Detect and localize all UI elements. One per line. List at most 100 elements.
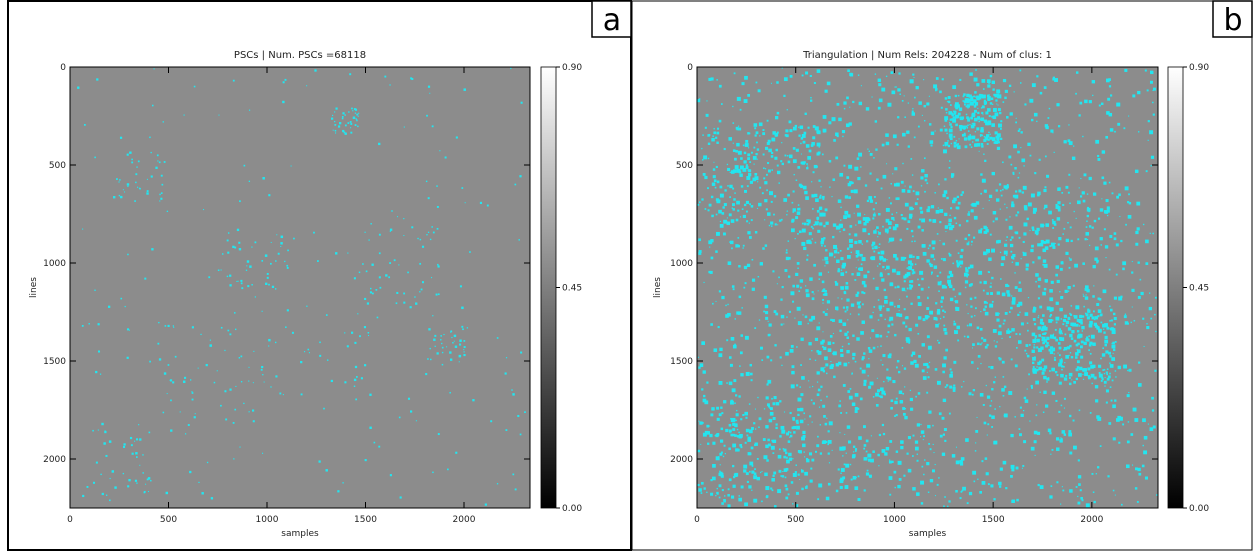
scatterer bbox=[1109, 85, 1111, 87]
scatterer bbox=[855, 294, 858, 297]
scatterer bbox=[946, 197, 948, 199]
scatterer bbox=[1055, 265, 1059, 269]
scatterer bbox=[813, 293, 814, 294]
scatterer bbox=[1085, 288, 1088, 291]
scatterer bbox=[512, 393, 514, 395]
scatterer bbox=[864, 284, 867, 287]
scatterer bbox=[747, 185, 749, 187]
scatterer bbox=[968, 267, 970, 269]
scatterer bbox=[767, 142, 770, 145]
scatterer bbox=[109, 500, 111, 502]
scatterer bbox=[820, 424, 821, 425]
scatterer bbox=[1111, 357, 1115, 361]
scatterer bbox=[728, 488, 730, 490]
scatterer bbox=[1113, 353, 1114, 354]
scatterer bbox=[1089, 177, 1092, 180]
scatterer bbox=[864, 457, 867, 460]
scatterer bbox=[1114, 399, 1116, 401]
scatterer bbox=[1018, 340, 1022, 344]
scatterer bbox=[1098, 298, 1100, 300]
scatterer bbox=[976, 139, 979, 142]
scatterer bbox=[723, 220, 727, 224]
scatterer bbox=[1032, 309, 1035, 312]
scatterer bbox=[1060, 504, 1061, 505]
scatterer bbox=[1094, 376, 1097, 379]
scatterer bbox=[712, 442, 715, 445]
panel: bTriangulation | Num Rels: 204228 - Num … bbox=[632, 1, 1252, 550]
scatterer bbox=[888, 377, 892, 381]
scatterer bbox=[1008, 391, 1012, 395]
scatterer bbox=[459, 344, 461, 346]
scatterer bbox=[1056, 438, 1058, 440]
scatterer bbox=[1008, 156, 1011, 159]
scatterer bbox=[286, 265, 288, 267]
scatterer bbox=[701, 341, 705, 345]
scatterer bbox=[1104, 323, 1108, 327]
scatterer bbox=[907, 272, 911, 276]
scatterer bbox=[808, 342, 811, 345]
scatterer bbox=[1059, 339, 1061, 341]
scatterer bbox=[147, 190, 149, 192]
scatterer bbox=[744, 412, 748, 416]
scatterer bbox=[1074, 340, 1077, 343]
scatterer bbox=[233, 80, 235, 82]
scatterer bbox=[754, 444, 756, 446]
scatterer bbox=[955, 106, 958, 109]
scatterer bbox=[261, 260, 263, 262]
scatterer bbox=[895, 257, 898, 260]
scatterer bbox=[749, 429, 753, 433]
scatterer bbox=[173, 325, 174, 326]
scatterer bbox=[870, 153, 873, 156]
scatterer bbox=[364, 298, 366, 300]
scatterer bbox=[827, 82, 831, 86]
scatterer bbox=[1104, 385, 1105, 386]
scatterer bbox=[1075, 305, 1079, 309]
scatterer bbox=[944, 126, 945, 127]
scatterer bbox=[1011, 358, 1013, 360]
scatterer bbox=[948, 111, 952, 115]
scatterer bbox=[921, 218, 925, 222]
scatterer bbox=[857, 302, 860, 305]
scatterer bbox=[724, 203, 727, 206]
scatterer bbox=[1116, 274, 1118, 276]
scatterer bbox=[167, 211, 168, 212]
y-tick-label: 2000 bbox=[43, 455, 66, 465]
scatterer bbox=[1030, 155, 1032, 157]
scatterer bbox=[712, 464, 716, 468]
scatterer bbox=[355, 366, 357, 368]
scatterer bbox=[1053, 334, 1054, 335]
scatterer bbox=[754, 468, 756, 470]
scatterer bbox=[1138, 383, 1142, 387]
scatterer bbox=[1056, 481, 1058, 483]
scatterer bbox=[1019, 312, 1020, 313]
scatterer bbox=[847, 69, 850, 72]
scatterer bbox=[1116, 103, 1120, 107]
scatterer bbox=[214, 382, 215, 383]
scatterer bbox=[772, 440, 775, 443]
scatterer bbox=[1102, 378, 1104, 380]
scatterer bbox=[819, 407, 820, 408]
scatterer bbox=[842, 455, 843, 456]
scatterer bbox=[955, 307, 959, 311]
scatterer bbox=[284, 261, 285, 262]
scatterer bbox=[1095, 247, 1099, 251]
scatterer bbox=[1069, 489, 1072, 492]
scatterer bbox=[789, 437, 790, 438]
scatterer bbox=[898, 72, 900, 74]
scatterer bbox=[886, 447, 889, 450]
scatterer bbox=[879, 243, 881, 245]
scatterer bbox=[776, 402, 779, 405]
scatterer bbox=[943, 149, 947, 153]
scatterer bbox=[368, 332, 370, 334]
scatterer bbox=[870, 338, 871, 339]
scatterer bbox=[736, 410, 737, 411]
scatterer bbox=[891, 71, 894, 74]
scatterer bbox=[944, 142, 948, 146]
scatterer bbox=[913, 271, 915, 273]
scatterer bbox=[1135, 231, 1138, 234]
scatterer bbox=[904, 280, 906, 282]
scatterer bbox=[1010, 434, 1013, 437]
scatterer bbox=[990, 286, 992, 288]
scatterer bbox=[748, 173, 751, 176]
scatterer bbox=[1152, 90, 1153, 91]
